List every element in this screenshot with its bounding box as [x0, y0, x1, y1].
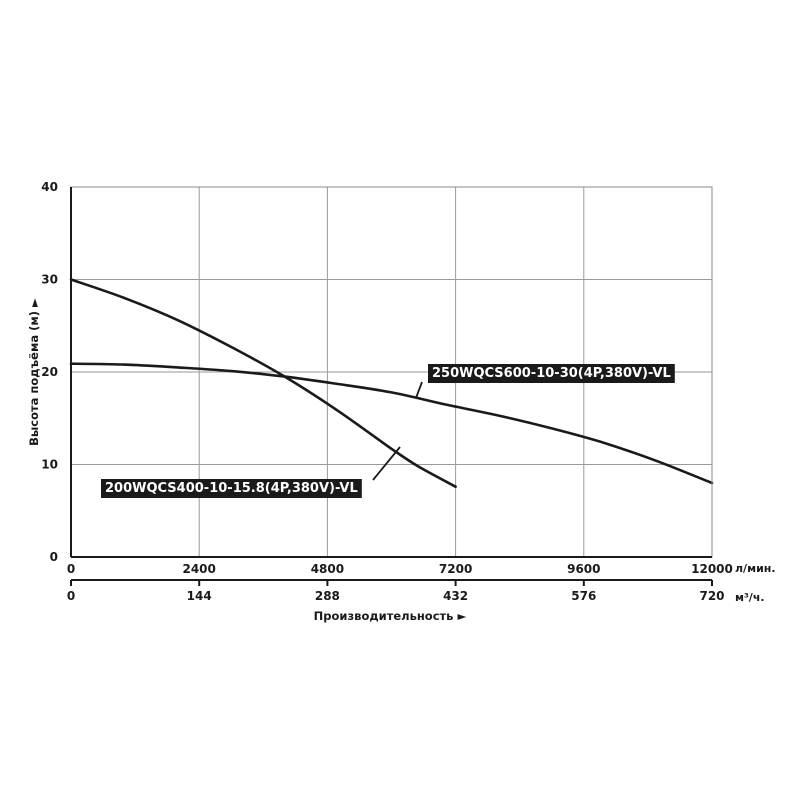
- x-tick-label: 2400: [182, 562, 215, 576]
- x2-tick-label: 288: [315, 589, 340, 603]
- x-tick-label: 0: [67, 562, 75, 576]
- y-tick-label: 40: [41, 180, 58, 194]
- x-tick-label: 9600: [567, 562, 600, 576]
- series-label-1: 250WQCS600-10-30(4P,380V)-VL: [432, 366, 671, 381]
- y-tick-label: 30: [41, 273, 58, 287]
- y-tick-label: 0: [50, 550, 58, 564]
- y-tick-label: 20: [41, 365, 58, 379]
- series-labels: 250WQCS600-10-30(4P,380V)-VL 200WQCS400-1…: [101, 364, 675, 498]
- x-axis-title: Производительность ►: [314, 609, 467, 623]
- x2-tick-label: 144: [187, 589, 212, 603]
- x2-tick-label: 576: [571, 589, 596, 603]
- series-line-1: [69, 362, 714, 485]
- plot-frame: [70, 186, 713, 586]
- x-tick-label: 4800: [311, 562, 344, 576]
- x2-tick-label: 0: [67, 589, 75, 603]
- series-label-box-2: [101, 479, 362, 498]
- series-label-leader-1: [415, 381, 423, 399]
- tick-labels: 0 10 20 30 40 0 2400 4800 7200 9600 12000 0 144 288 43…: [41, 180, 733, 603]
- series-label-2: 200WQCS400-10-15.8(4P,380V)-VL: [105, 481, 358, 496]
- series-lines: [69, 278, 714, 488]
- grid: [71, 187, 712, 557]
- x-tick-label: 7200: [439, 562, 472, 576]
- x-unit-secondary: м³/ч.: [735, 591, 765, 604]
- series-line-2: [69, 278, 457, 488]
- x2-tick-label: 720: [699, 589, 724, 603]
- x-unit-primary: л/мин.: [735, 562, 776, 575]
- series-label-leader-2: [372, 446, 401, 481]
- y-axis-title: Высота подъёма (м) ►: [27, 298, 41, 446]
- y-tick-label: 10: [41, 458, 58, 472]
- x2-tick-label: 432: [443, 589, 468, 603]
- series-label-box-1: [428, 364, 675, 383]
- x-tick-label: 12000: [691, 562, 733, 576]
